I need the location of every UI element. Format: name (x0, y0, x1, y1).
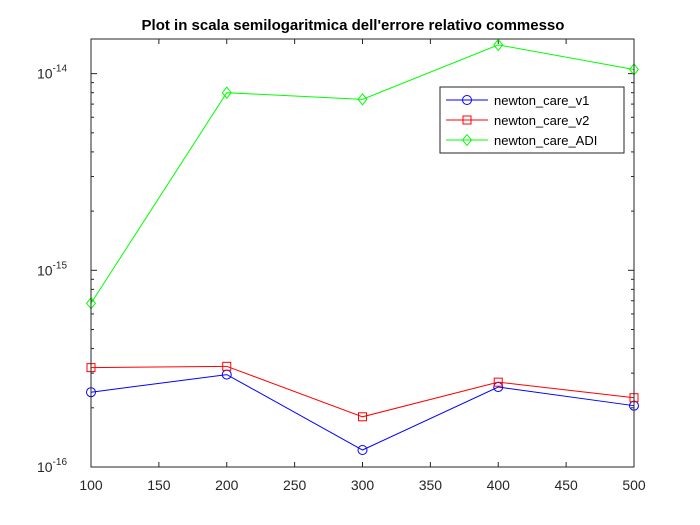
legend-label: newton_care_v1 (494, 93, 589, 108)
y-tick-exponent: -15 (53, 260, 68, 271)
x-tick-label: 350 (419, 477, 443, 493)
data-point-square (358, 412, 367, 422)
x-tick-label: 500 (622, 477, 646, 493)
legend: newton_care_v1 newton_care_v2 newton_care_… (439, 86, 625, 154)
x-tick-label: 200 (215, 477, 239, 493)
series-line (90, 365, 635, 418)
axes-box (90, 38, 635, 468)
x-tick-label: 300 (351, 477, 375, 493)
x-tick-label: 150 (147, 477, 171, 493)
x-tick-label: 250 (283, 477, 307, 493)
series-line (90, 374, 635, 451)
y-tick-base: 10 (37, 66, 53, 82)
data-point-square (222, 361, 232, 371)
y-tick-exponent: -14 (53, 64, 68, 75)
y-tick-exponent: -16 (53, 457, 68, 468)
legend-marker-square (462, 115, 472, 125)
data-point-circle (357, 445, 368, 456)
legend-label: newton_care_v2 (494, 113, 589, 128)
legend-label: newton_care_ADI (494, 133, 597, 148)
x-tick-label: 400 (487, 477, 511, 493)
data-point-diamond (357, 93, 368, 106)
legend-marker-diamond (461, 133, 473, 147)
y-tick-label: 10-15 (37, 260, 67, 278)
y-tick-label: 10-16 (37, 457, 67, 475)
x-tick-label: 100 (79, 477, 103, 493)
data-point-diamond (221, 86, 232, 99)
x-tick-label: 450 (554, 477, 578, 493)
y-tick-base: 10 (37, 262, 53, 278)
legend-marker-circle (462, 95, 472, 105)
y-tick-base: 10 (37, 459, 53, 475)
data-point-square (493, 377, 503, 387)
series-line (90, 44, 635, 304)
y-tick-label: 10-14 (37, 64, 67, 82)
data-point-diamond (493, 38, 504, 52)
series-newton_care_v2 (86, 361, 639, 422)
series-newton_care_ADI (85, 38, 640, 310)
chart-title: Plot in scala semilogaritmica dell'error… (142, 17, 565, 34)
